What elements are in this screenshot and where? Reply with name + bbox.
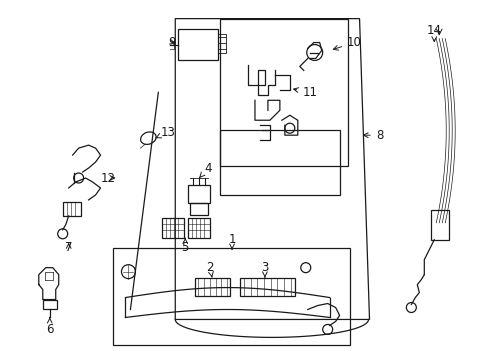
Bar [190, 203, 208, 215]
Text: 14: 14 [426, 24, 441, 41]
Bar [188, 185, 210, 203]
Text: 6: 6 [46, 318, 53, 336]
Text: 7: 7 [65, 241, 72, 254]
Bar [62, 202, 81, 216]
Bar [162, 218, 184, 238]
Bar [178, 28, 218, 60]
Text: 9: 9 [168, 36, 176, 49]
Text: 1: 1 [228, 233, 235, 249]
Bar [112, 248, 349, 345]
Text: 5: 5 [181, 238, 188, 254]
Text: 12: 12 [101, 171, 116, 185]
Bar [430, 210, 448, 240]
Text: 3: 3 [261, 261, 268, 277]
Bar [188, 218, 210, 238]
Text: 2: 2 [206, 261, 213, 277]
Text: 10: 10 [333, 36, 361, 50]
Bar [220, 19, 347, 166]
Text: 11: 11 [293, 86, 317, 99]
Bar [42, 300, 57, 310]
Bar [195, 278, 229, 296]
Text: 8: 8 [363, 129, 383, 142]
Bar [240, 278, 294, 296]
Text: 4: 4 [199, 162, 211, 177]
Text: 13: 13 [155, 126, 175, 139]
